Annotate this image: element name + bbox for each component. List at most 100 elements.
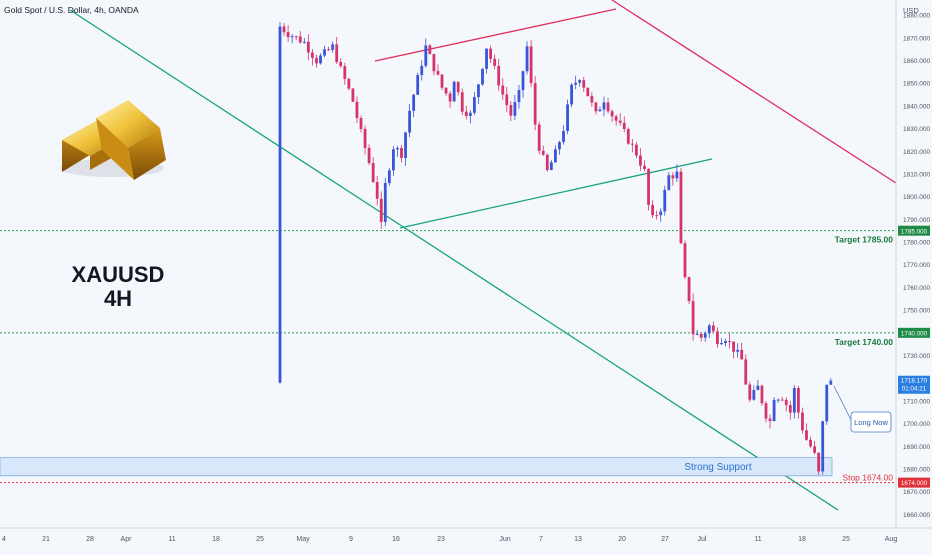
- current-price-countdown: 01:04:21: [902, 386, 927, 393]
- candle-body: [586, 87, 590, 97]
- price-tick-label: 1760.000: [903, 285, 930, 292]
- candle-body: [711, 325, 715, 332]
- symbol-ticker: XAUUSD: [72, 262, 165, 287]
- candle-body: [578, 80, 582, 83]
- candle-body: [481, 68, 484, 85]
- candle-body: [622, 122, 626, 130]
- time-tick-label: 28: [86, 536, 94, 543]
- time-tick-label: 23: [437, 536, 445, 543]
- candle-body: [780, 399, 784, 401]
- candle-body: [549, 162, 553, 171]
- price-axis[interactable]: 1660.000 1670.000 1680.000 1690.000 1700.000…: [898, 13, 930, 519]
- candle-body: [383, 183, 387, 222]
- candle-body: [331, 44, 335, 50]
- candle-body: [436, 71, 440, 75]
- time-tick-label: 20: [618, 536, 626, 543]
- descending-resistance-line: [611, 0, 897, 184]
- candle-body: [626, 129, 630, 144]
- candle-body: [764, 403, 768, 419]
- candle-body: [473, 97, 476, 113]
- candle-body: [574, 82, 578, 85]
- candle-body: [663, 189, 667, 212]
- candle-body: [452, 81, 456, 102]
- wedge-upper-line: [374, 8, 617, 62]
- candle-body: [448, 93, 452, 102]
- candle-body: [428, 45, 432, 55]
- candle-body: [545, 154, 549, 171]
- candle-body: [784, 399, 788, 406]
- candle-body: [424, 45, 428, 66]
- candle-body: [675, 171, 679, 179]
- price-tick-label: 1880.000: [903, 13, 930, 20]
- time-tick-label: 18: [212, 536, 220, 543]
- candle-body: [468, 112, 472, 116]
- candle-body: [444, 87, 448, 94]
- candle-body: [598, 109, 602, 112]
- time-tick-label: 27: [661, 536, 669, 543]
- candle-body: [525, 46, 529, 72]
- candle-body: [521, 71, 525, 91]
- annotation-layer: Target 1785.00 Target 1740.00 Stop 1674.00…: [684, 235, 893, 483]
- candle-body: [732, 341, 735, 352]
- candle-body: [298, 36, 302, 43]
- candle-body: [286, 32, 290, 38]
- candle-body: [323, 49, 326, 56]
- price-tick-label: 1840.000: [903, 103, 930, 110]
- time-tick-label: Jul: [698, 536, 707, 543]
- time-tick-label: 18: [798, 536, 806, 543]
- candle-body: [375, 182, 379, 199]
- time-tick-label: 25: [256, 536, 264, 543]
- candle-body: [797, 387, 800, 413]
- candle-body: [707, 325, 711, 334]
- candle-body: [302, 41, 306, 43]
- candle-body: [400, 147, 403, 158]
- price-tick-label: 1700.000: [903, 421, 930, 428]
- candle-body: [740, 349, 744, 360]
- candle-body: [290, 36, 294, 38]
- candle-body: [339, 62, 343, 67]
- candle-body: [699, 334, 703, 338]
- candle-body: [606, 102, 610, 112]
- candle-body: [643, 165, 646, 170]
- candle-body: [501, 85, 505, 95]
- candle-body: [311, 52, 314, 58]
- candle-body: [367, 147, 371, 164]
- price-tick-label: 1780.000: [903, 240, 930, 247]
- stop-badge-label: 1674.000: [901, 480, 928, 487]
- candle-body: [485, 48, 488, 69]
- candle-body: [570, 84, 573, 105]
- price-tick-label: 1820.000: [903, 149, 930, 156]
- candle-body: [618, 120, 622, 123]
- candle-body: [497, 65, 501, 86]
- candle-body: [505, 94, 509, 106]
- candle-body: [659, 211, 663, 216]
- time-tick-label: May: [296, 536, 310, 543]
- time-tick-label: 16: [392, 536, 400, 543]
- candle-body: [392, 149, 395, 171]
- time-tick-label: Aug: [885, 536, 898, 543]
- candle-body: [562, 130, 565, 143]
- candle-body: [736, 349, 740, 352]
- candle-body: [529, 46, 533, 84]
- candle-body: [655, 215, 659, 217]
- candle-body: [396, 147, 399, 150]
- wedge-lower-line: [399, 158, 713, 229]
- candle-body: [294, 36, 298, 38]
- candle-body: [477, 84, 480, 98]
- candle-body: [821, 421, 825, 472]
- candle-body: [687, 277, 691, 302]
- candle-body: [590, 96, 594, 103]
- price-tick-label: 1730.000: [903, 353, 930, 360]
- candle-body: [635, 144, 638, 156]
- candle-body: [683, 243, 687, 278]
- time-axis[interactable]: 4 21 28 Apr 11 18 25 May 9 16 23 Jun 7 13 20 27 Jul 11 18 2…: [2, 536, 897, 543]
- candle-body: [493, 58, 497, 66]
- callout-connector: [833, 385, 853, 423]
- callout-box: [850, 411, 892, 433]
- candle-body: [513, 102, 517, 116]
- candle-body: [412, 94, 416, 111]
- candle-body: [602, 102, 606, 110]
- candle-body: [691, 301, 695, 335]
